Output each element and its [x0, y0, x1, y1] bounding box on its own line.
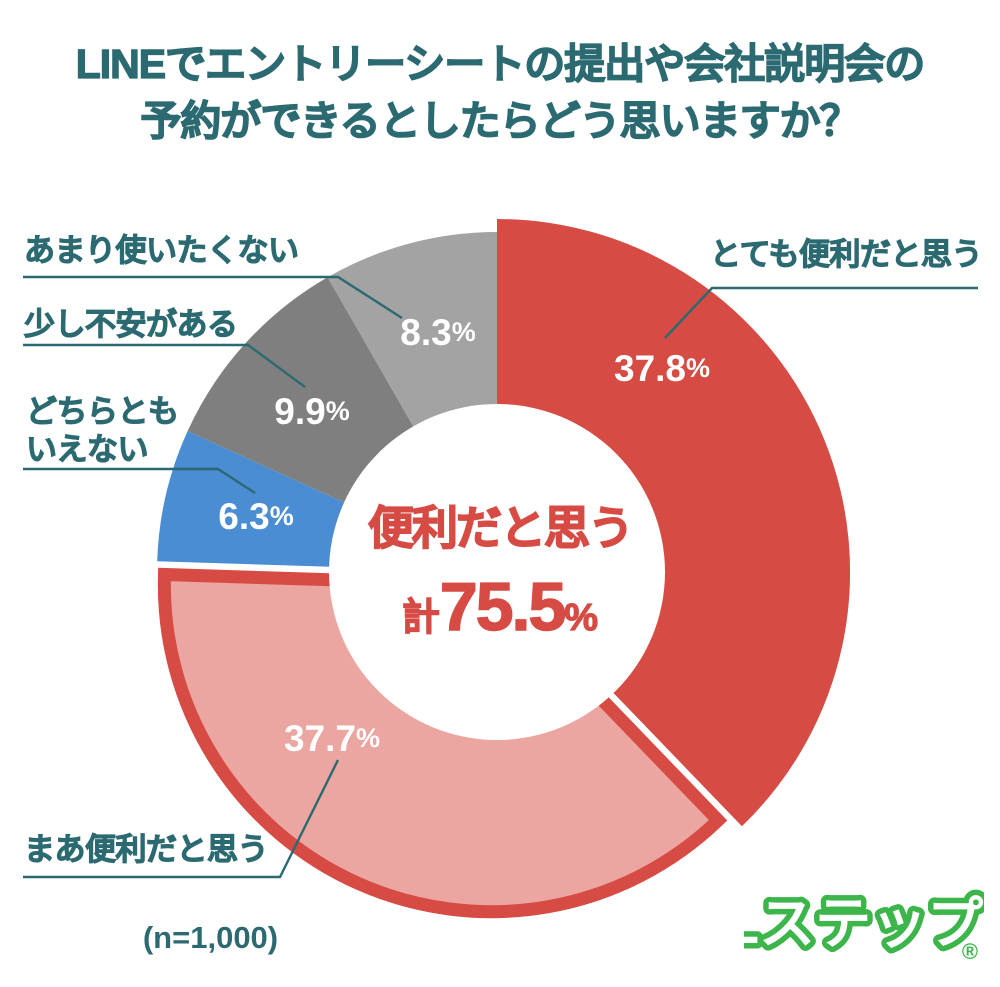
- leader-line-0: [664, 286, 978, 339]
- leader-line-1: [23, 759, 340, 879]
- donut-hole: [329, 404, 665, 740]
- sample-size-note: (n=1,000): [142, 920, 279, 955]
- slice-label-very-convenient: とても便利だと思う: [709, 237, 983, 273]
- donut-slice-0: [497, 218, 851, 827]
- center-annotation-total: 計 75.5 %: [368, 568, 632, 646]
- leader-line-2: [23, 467, 256, 495]
- leader-line-3: [23, 343, 306, 388]
- percent-label-4: 8.3%: [400, 312, 475, 353]
- percent-label-1: 37.7%: [284, 718, 380, 759]
- donut-slice-1: [157, 567, 728, 919]
- center-total-value: 75.5: [439, 568, 567, 646]
- slice-label-somewhat-convenient: まあ便利だと思う: [24, 832, 270, 868]
- percent-label-3: 9.9%: [274, 391, 349, 432]
- leader-line-4: [23, 275, 403, 320]
- center-total-unit: %: [564, 596, 599, 639]
- lstep-logo: Lステップ ®: [744, 887, 984, 965]
- registered-mark-icon: ®: [962, 939, 978, 964]
- center-annotation: 便利だと思う 計 75.5 %: [367, 492, 635, 646]
- percent-label-0: 37.8%: [614, 348, 710, 389]
- slice-label-bit-anxious: 少し不安がある: [24, 307, 239, 343]
- center-annotation-label: 便利だと思う: [367, 501, 635, 555]
- slice-label-neither: どちらともいえない: [26, 394, 180, 468]
- slice-label-dont-want-use: あまり使いたくない: [24, 233, 300, 269]
- page-title: LINEでエントリーシートの提出や会社説明会の 予約ができるとしたらどう思います…: [0, 36, 1000, 149]
- page-title-line1: LINEでエントリーシートの提出や会社説明会の: [75, 40, 926, 87]
- page-title-line2: 予約ができるとしたらどう思いますか？: [140, 97, 861, 144]
- lstep-logo-text: Lステップ: [744, 892, 983, 955]
- percent-label-2: 6.3%: [218, 496, 293, 537]
- center-total-prefix: 計: [401, 596, 440, 639]
